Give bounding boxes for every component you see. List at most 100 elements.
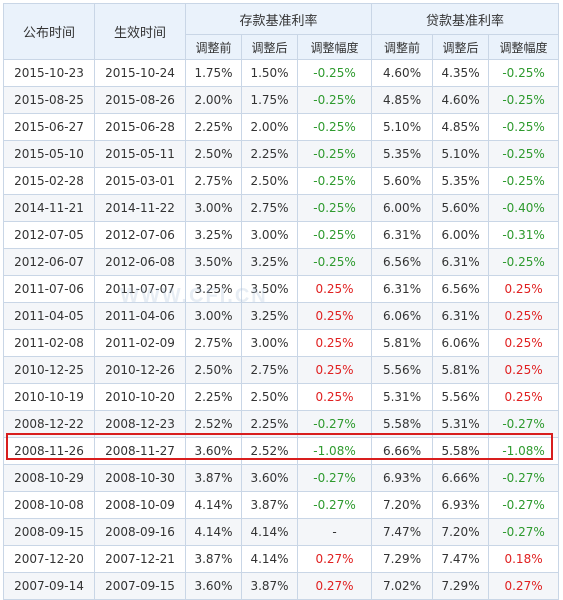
cell-deposit-before: 2.75% [185, 167, 242, 195]
cell-loan-before: 7.02% [371, 572, 434, 600]
cell-loan-change: 0.25% [488, 275, 560, 303]
cell-effective-date: 2014-11-22 [94, 194, 186, 222]
cell-effective-date: 2012-07-06 [94, 221, 186, 249]
cell-loan-before: 6.93% [371, 464, 434, 492]
cell-announce-date: 2007-12-20 [3, 545, 95, 573]
cell-deposit-change: -0.27% [296, 491, 373, 519]
cell-deposit-change: -0.25% [296, 167, 373, 195]
cell-deposit-after: 2.25% [241, 410, 298, 438]
cell-deposit-before: 3.00% [185, 194, 242, 222]
cell-deposit-after: 2.50% [241, 167, 298, 195]
cell-loan-before: 6.06% [371, 302, 434, 330]
cell-deposit-after: 4.14% [241, 545, 298, 573]
header-loan-rate: 贷款基准利率 [371, 3, 560, 35]
table-row: 2015-08-25 2015-08-26 2.00% 1.75% -0.25% 4.85… [3, 86, 560, 114]
cell-deposit-change: -0.25% [296, 194, 373, 222]
cell-loan-after: 7.20% [432, 518, 490, 546]
cell-deposit-before: 3.25% [185, 221, 242, 249]
cell-deposit-after: 1.75% [241, 86, 298, 114]
cell-effective-date: 2015-10-24 [94, 59, 186, 87]
cell-announce-date: 2015-05-10 [3, 140, 95, 168]
cell-loan-after: 6.66% [432, 464, 490, 492]
cell-announce-date: 2007-09-14 [3, 572, 95, 600]
cell-effective-date: 2011-04-06 [94, 302, 186, 330]
cell-loan-after: 6.56% [432, 275, 490, 303]
cell-announce-date: 2008-10-08 [3, 491, 95, 519]
cell-loan-after: 5.35% [432, 167, 490, 195]
cell-deposit-change: 0.27% [296, 572, 373, 600]
header-deposit-change: 调整幅度 [296, 34, 373, 60]
table-row: 2008-12-22 2008-12-23 2.52% 2.25% -0.27% 5.58… [3, 410, 560, 438]
cell-deposit-after: 3.60% [241, 464, 298, 492]
cell-deposit-after: 2.00% [241, 113, 298, 141]
cell-deposit-before: 3.60% [185, 437, 242, 465]
cell-loan-change: 0.25% [488, 302, 560, 330]
cell-deposit-after: 3.87% [241, 491, 298, 519]
cell-loan-after: 4.85% [432, 113, 490, 141]
cell-announce-date: 2008-10-29 [3, 464, 95, 492]
cell-deposit-before: 2.52% [185, 410, 242, 438]
cell-loan-change: -0.27% [488, 518, 560, 546]
cell-loan-change: -0.25% [488, 86, 560, 114]
table-row: 2011-07-06 2011-07-07 3.25% 3.50% 0.25% 6.31%… [3, 275, 560, 303]
header-effective-date: 生效时间 [94, 3, 186, 60]
cell-loan-before: 5.10% [371, 113, 434, 141]
cell-loan-change: 0.25% [488, 356, 560, 384]
cell-announce-date: 2011-07-06 [3, 275, 95, 303]
cell-loan-change: -0.25% [488, 140, 560, 168]
cell-deposit-before: 3.50% [185, 248, 242, 276]
cell-deposit-after: 3.00% [241, 329, 298, 357]
cell-loan-change: 0.25% [488, 329, 560, 357]
table-row: 2010-10-19 2010-10-20 2.25% 2.50% 0.25% 5.31%… [3, 383, 560, 411]
cell-deposit-change: -0.27% [296, 464, 373, 492]
cell-effective-date: 2015-08-26 [94, 86, 186, 114]
cell-deposit-after: 2.75% [241, 356, 298, 384]
cell-deposit-after: 2.50% [241, 383, 298, 411]
cell-effective-date: 2011-02-09 [94, 329, 186, 357]
cell-loan-before: 6.56% [371, 248, 434, 276]
cell-loan-after: 6.31% [432, 302, 490, 330]
cell-deposit-before: 4.14% [185, 518, 242, 546]
cell-effective-date: 2008-10-09 [94, 491, 186, 519]
cell-announce-date: 2010-10-19 [3, 383, 95, 411]
cell-loan-before: 5.81% [371, 329, 434, 357]
cell-loan-before: 5.31% [371, 383, 434, 411]
cell-deposit-change: -0.25% [296, 221, 373, 249]
cell-effective-date: 2012-06-08 [94, 248, 186, 276]
cell-loan-change: 0.27% [488, 572, 560, 600]
cell-loan-change: -0.25% [488, 248, 560, 276]
cell-effective-date: 2008-09-16 [94, 518, 186, 546]
cell-deposit-after: 1.50% [241, 59, 298, 87]
cell-deposit-after: 3.50% [241, 275, 298, 303]
cell-announce-date: 2015-02-28 [3, 167, 95, 195]
cell-loan-after: 5.10% [432, 140, 490, 168]
cell-deposit-change: -0.25% [296, 59, 373, 87]
cell-announce-date: 2011-04-05 [3, 302, 95, 330]
cell-loan-after: 5.60% [432, 194, 490, 222]
cell-loan-before: 7.20% [371, 491, 434, 519]
cell-effective-date: 2010-10-20 [94, 383, 186, 411]
cell-announce-date: 2008-11-26 [3, 437, 95, 465]
cell-loan-after: 6.06% [432, 329, 490, 357]
cell-loan-after: 4.60% [432, 86, 490, 114]
table-row: 2012-06-07 2012-06-08 3.50% 3.25% -0.25% 6.56… [3, 248, 560, 276]
cell-deposit-before: 3.25% [185, 275, 242, 303]
cell-deposit-after: 3.87% [241, 572, 298, 600]
table-row-highlighted: 2008-11-26 2008-11-27 3.60% 2.52% -1.08% 6.66… [3, 437, 560, 465]
table-row: 2008-10-08 2008-10-09 4.14% 3.87% -0.27% 7.20… [3, 491, 560, 519]
cell-deposit-before: 3.87% [185, 545, 242, 573]
cell-deposit-before: 1.75% [185, 59, 242, 87]
cell-loan-before: 5.56% [371, 356, 434, 384]
cell-announce-date: 2015-06-27 [3, 113, 95, 141]
cell-loan-change: -0.27% [488, 464, 560, 492]
cell-loan-before: 7.47% [371, 518, 434, 546]
cell-deposit-before: 3.00% [185, 302, 242, 330]
table-row: 2012-07-05 2012-07-06 3.25% 3.00% -0.25% 6.31… [3, 221, 560, 249]
cell-loan-before: 4.85% [371, 86, 434, 114]
header-announce-date: 公布时间 [3, 3, 95, 60]
cell-loan-change: -0.25% [488, 59, 560, 87]
cell-loan-before: 6.31% [371, 275, 434, 303]
cell-effective-date: 2015-06-28 [94, 113, 186, 141]
table-row: 2007-09-14 2007-09-15 3.60% 3.87% 0.27% 7.02%… [3, 572, 560, 600]
table-row: 2015-02-28 2015-03-01 2.75% 2.50% -0.25% 5.60… [3, 167, 560, 195]
